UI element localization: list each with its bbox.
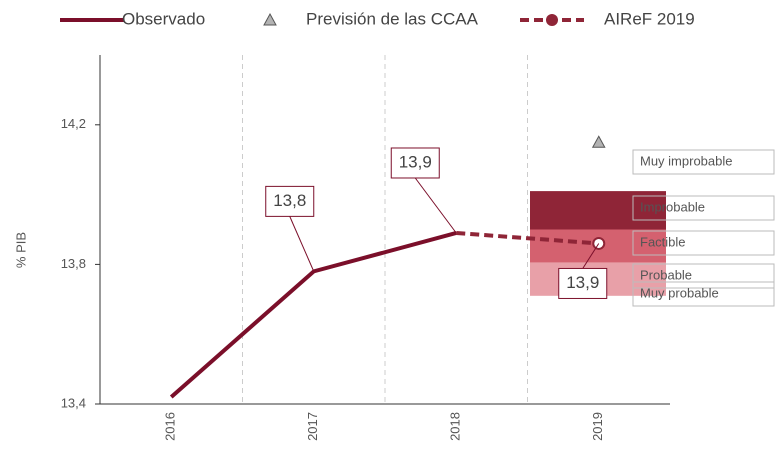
fan-band [530, 191, 666, 230]
x-tick-label: 2018 [448, 412, 463, 441]
data-label: 13,9 [399, 152, 432, 171]
legend-label: Previsión de las CCAA [306, 9, 479, 28]
band-label-box [632, 149, 775, 175]
band-label: Probable [640, 267, 692, 282]
legend-swatch [263, 12, 277, 26]
legend-label: AIReF 2019 [604, 9, 695, 28]
x-tick-label: 2017 [305, 412, 320, 441]
legend-swatch [546, 14, 558, 26]
y-tick-label: 13,4 [61, 395, 86, 410]
y-tick-label: 13,8 [61, 256, 86, 271]
band-label-box [632, 195, 775, 221]
label-leader [289, 216, 315, 272]
series-line [169, 231, 457, 399]
label-box [265, 185, 315, 217]
band-label-box [632, 230, 775, 256]
y-axis-label: % PIB [13, 232, 28, 268]
x-tick-label: 2016 [163, 412, 178, 441]
band-label-box [632, 263, 775, 289]
series-line [456, 230, 599, 246]
x-tick-label: 2019 [590, 412, 605, 441]
band-label: Muy probable [640, 285, 719, 300]
label-box [390, 147, 440, 179]
legend-label: Observado [122, 9, 205, 28]
band-label: Factible [640, 234, 686, 249]
forecast-marker [591, 135, 606, 148]
label-leader [414, 177, 457, 234]
label-leader [582, 243, 600, 269]
band-label-box [632, 281, 775, 307]
band-label: Improbable [640, 199, 705, 214]
y-tick-label: 14,2 [61, 116, 86, 131]
band-label: Muy improbable [640, 153, 733, 168]
label-box [558, 267, 608, 299]
data-label: 13,8 [273, 191, 306, 210]
data-label: 13,9 [566, 273, 599, 292]
